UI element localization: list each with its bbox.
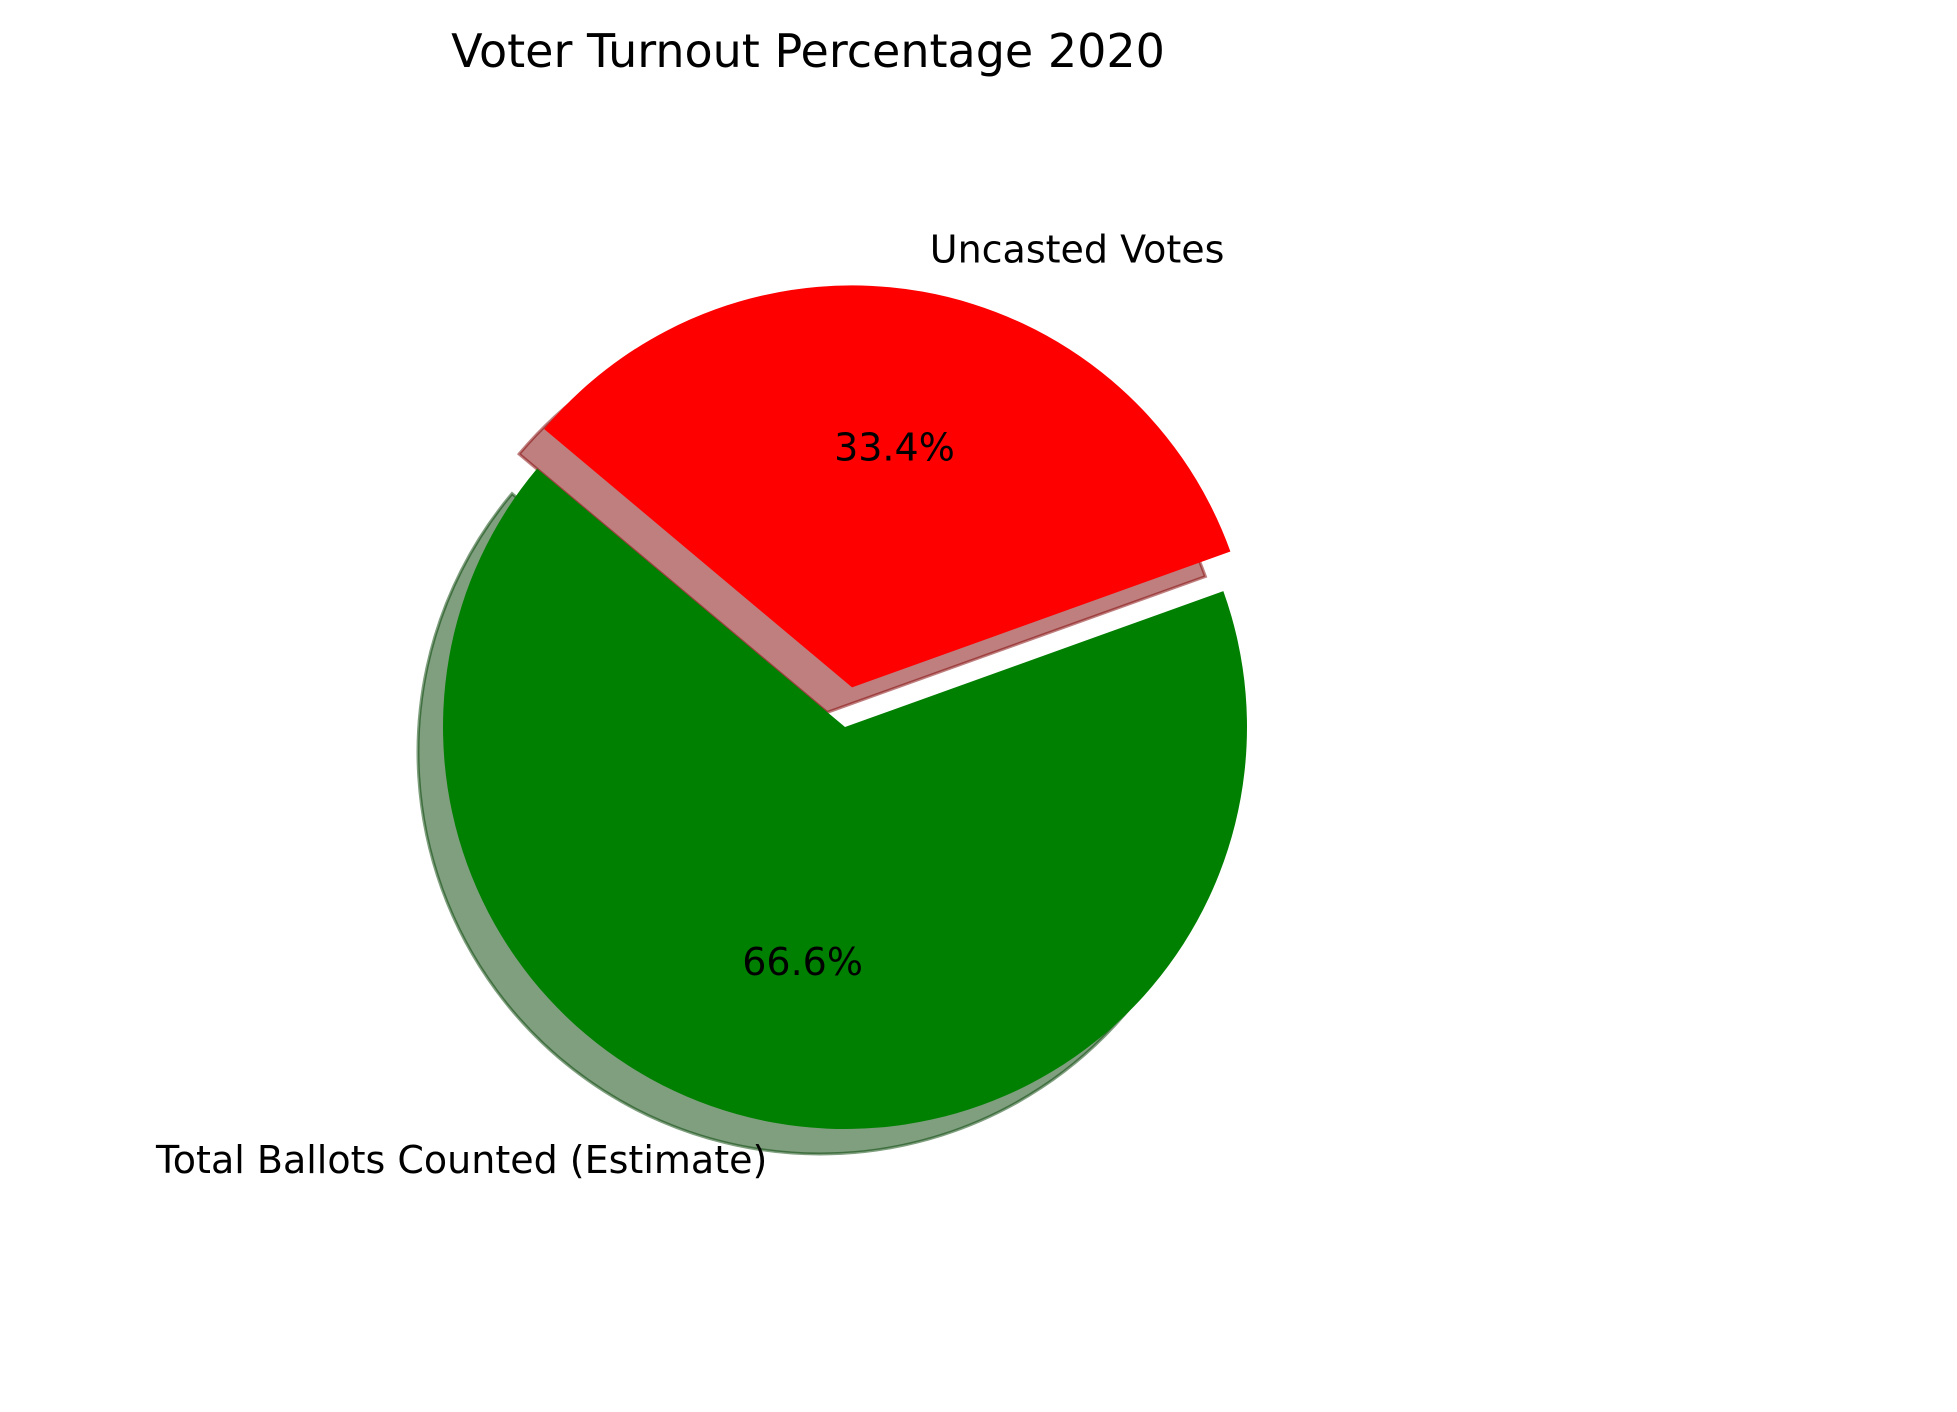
- slice-uncasted-votes: [544, 285, 1231, 688]
- slice-pct-label-uncasted-votes: 33.4%: [834, 425, 955, 469]
- label-layer: Total Ballots Counted (Estimate) 66.6% Unc…: [155, 228, 1224, 1182]
- slice-label-uncasted-votes: Uncasted Votes: [930, 228, 1225, 272]
- slice-total-ballots-counted-estimate: [442, 468, 1248, 1130]
- slice-pct-label-total-ballots-counted-estimate: 66.6%: [742, 940, 863, 984]
- slice-label-total-ballots-counted-estimate: Total Ballots Counted (Estimate): [155, 1138, 767, 1182]
- slice-layer: [442, 285, 1248, 1130]
- chart-title: Voter Turnout Percentage 2020: [451, 24, 1165, 78]
